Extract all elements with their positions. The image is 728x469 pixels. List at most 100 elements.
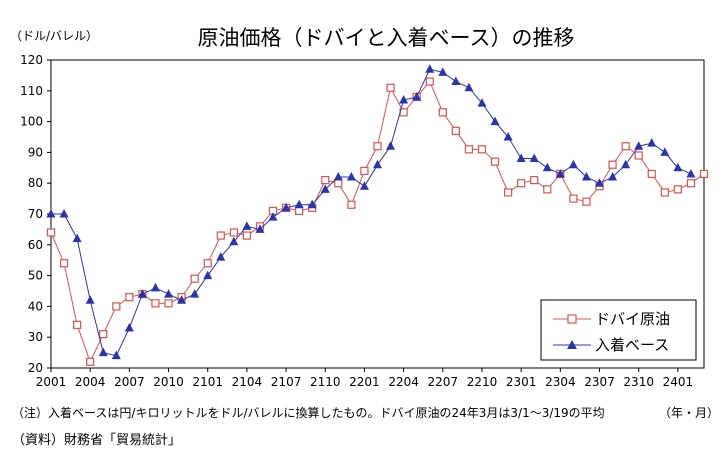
x-tick-label: 2110 (310, 375, 341, 389)
x-tick-label: 2010 (153, 375, 184, 389)
point-arrival (529, 153, 539, 163)
legend-marker-arrival (567, 340, 577, 349)
y-tick-label: 30 (28, 330, 43, 344)
y-tick-label: 110 (20, 84, 43, 98)
point-arrival (373, 159, 382, 169)
point-dubai (673, 185, 682, 194)
legend: ドバイ原油 入着ベース (540, 299, 697, 361)
y-tick-label: 50 (28, 269, 43, 283)
y-tick-label: 60 (28, 238, 43, 252)
point-arrival (660, 147, 670, 156)
point-arrival (124, 322, 134, 332)
point-dubai (464, 145, 474, 154)
point-arrival (568, 159, 578, 169)
point-arrival (438, 67, 448, 76)
x-axis: 2001 2004 2007 2010 2101 2104 2107 2110 2201 2204… (36, 368, 693, 389)
y-tick-label: 120 (20, 53, 43, 67)
point-arrival (203, 270, 213, 280)
point-dubai (504, 188, 513, 197)
x-tick-label: 2004 (75, 375, 106, 389)
y-tick-label: 40 (28, 299, 43, 313)
x-tick-label: 2201 (349, 375, 380, 389)
point-dubai (373, 142, 382, 151)
point-arrival (268, 212, 278, 221)
y-tick-label: 100 (20, 115, 43, 129)
point-arrival (333, 172, 343, 181)
point-arrival (477, 98, 487, 107)
point-arrival (72, 233, 82, 243)
point-arrival (242, 221, 252, 230)
point-dubai (530, 176, 539, 185)
point-arrival (608, 172, 618, 181)
point-arrival (137, 289, 147, 298)
point-dubai (660, 188, 669, 197)
x-tick-label: 2401 (663, 375, 694, 389)
point-arrival (490, 116, 500, 126)
point-dubai (334, 179, 343, 188)
point-arrival (59, 209, 69, 218)
x-tick-label: 2001 (36, 375, 67, 389)
point-arrival (634, 141, 644, 150)
point-arrival (516, 153, 526, 163)
point-dubai (203, 259, 212, 268)
point-arrival (190, 289, 200, 298)
point-dubai (347, 200, 356, 209)
point-dubai (608, 160, 617, 169)
point-dubai (425, 77, 434, 86)
x-tick-label: 2204 (388, 375, 419, 389)
point-arrival (621, 159, 631, 169)
point-arrival (359, 181, 369, 190)
point-dubai (125, 293, 134, 302)
point-arrival (386, 141, 396, 150)
point-dubai (386, 83, 395, 92)
x-tick-label: 2301 (506, 375, 537, 389)
point-arrival (647, 138, 657, 147)
point-dubai (582, 197, 591, 206)
point-arrival (177, 295, 187, 304)
point-arrival (229, 236, 239, 246)
x-tick-label: 2210 (467, 375, 498, 389)
legend-label-arrival: 入着ベース (595, 336, 669, 354)
point-arrival (581, 172, 591, 181)
point-dubai (477, 145, 487, 154)
point-dubai (164, 299, 173, 308)
point-arrival (85, 295, 95, 304)
y-axis: 20 30 40 50 60 70 80 90 100 110 120 (20, 53, 51, 375)
x-tick-label: 2304 (545, 375, 576, 389)
point-arrival (307, 199, 317, 209)
source-note: （資料）財務省「貿易統計」 (12, 433, 182, 448)
point-arrival (150, 282, 160, 292)
point-arrival (111, 350, 121, 360)
point-arrival (346, 172, 356, 181)
point-dubai (517, 179, 526, 188)
point-arrival (294, 199, 304, 209)
point-dubai (686, 179, 696, 188)
point-arrival (464, 82, 474, 92)
point-dubai (73, 320, 82, 329)
y-tick-label: 20 (28, 361, 43, 375)
point-dubai (151, 299, 160, 308)
legend-marker-dubai (567, 314, 577, 324)
x-tick-label: 2104 (232, 375, 263, 389)
y-tick-label: 90 (28, 145, 43, 159)
point-dubai (699, 169, 709, 179)
point-arrival (542, 162, 552, 172)
x-tick-label: 2310 (623, 375, 654, 389)
point-dubai (438, 108, 447, 117)
point-arrival (46, 209, 56, 218)
point-arrival (320, 184, 330, 193)
point-arrival (164, 289, 174, 298)
point-dubai (99, 330, 108, 339)
point-arrival (98, 347, 108, 357)
point-arrival (216, 252, 226, 261)
point-dubai (112, 302, 121, 311)
point-dubai (295, 206, 304, 216)
point-arrival (673, 162, 683, 172)
point-dubai (490, 157, 500, 166)
point-dubai (360, 166, 369, 175)
point-dubai (242, 231, 251, 240)
point-arrival (451, 76, 461, 86)
point-dubai (647, 169, 656, 179)
